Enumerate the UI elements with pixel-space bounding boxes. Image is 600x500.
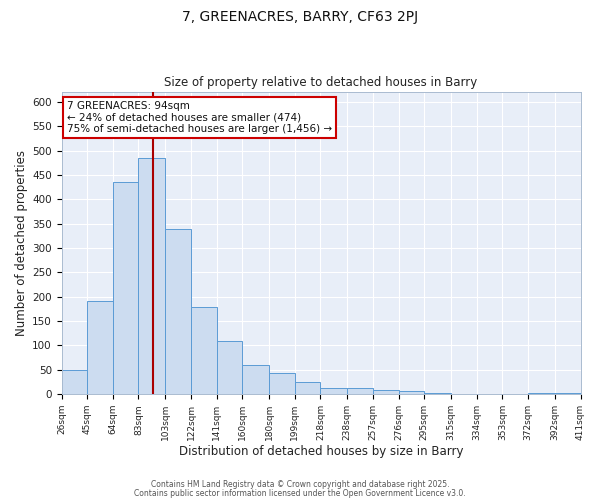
- Bar: [295, 382, 320, 394]
- Title: Size of property relative to detached houses in Barry: Size of property relative to detached ho…: [164, 76, 478, 90]
- Bar: [528, 393, 555, 394]
- Text: 7 GREENACRES: 94sqm
← 24% of detached houses are smaller (474)
75% of semi-detac: 7 GREENACRES: 94sqm ← 24% of detached ho…: [67, 101, 332, 134]
- Bar: [320, 388, 347, 394]
- Bar: [347, 388, 373, 394]
- Bar: [166, 228, 191, 394]
- Text: 7, GREENACRES, BARRY, CF63 2PJ: 7, GREENACRES, BARRY, CF63 2PJ: [182, 10, 418, 24]
- Bar: [87, 300, 113, 394]
- Y-axis label: Number of detached properties: Number of detached properties: [15, 150, 28, 336]
- Bar: [139, 158, 166, 394]
- Bar: [269, 373, 295, 394]
- Text: Contains public sector information licensed under the Open Government Licence v3: Contains public sector information licen…: [134, 488, 466, 498]
- Bar: [424, 393, 451, 394]
- Bar: [62, 370, 87, 394]
- Bar: [242, 365, 269, 394]
- Bar: [191, 308, 217, 394]
- Bar: [113, 182, 139, 394]
- Bar: [398, 392, 424, 394]
- Bar: [373, 390, 398, 394]
- Bar: [217, 340, 242, 394]
- X-axis label: Distribution of detached houses by size in Barry: Distribution of detached houses by size …: [179, 444, 463, 458]
- Bar: [555, 393, 581, 394]
- Text: Contains HM Land Registry data © Crown copyright and database right 2025.: Contains HM Land Registry data © Crown c…: [151, 480, 449, 489]
